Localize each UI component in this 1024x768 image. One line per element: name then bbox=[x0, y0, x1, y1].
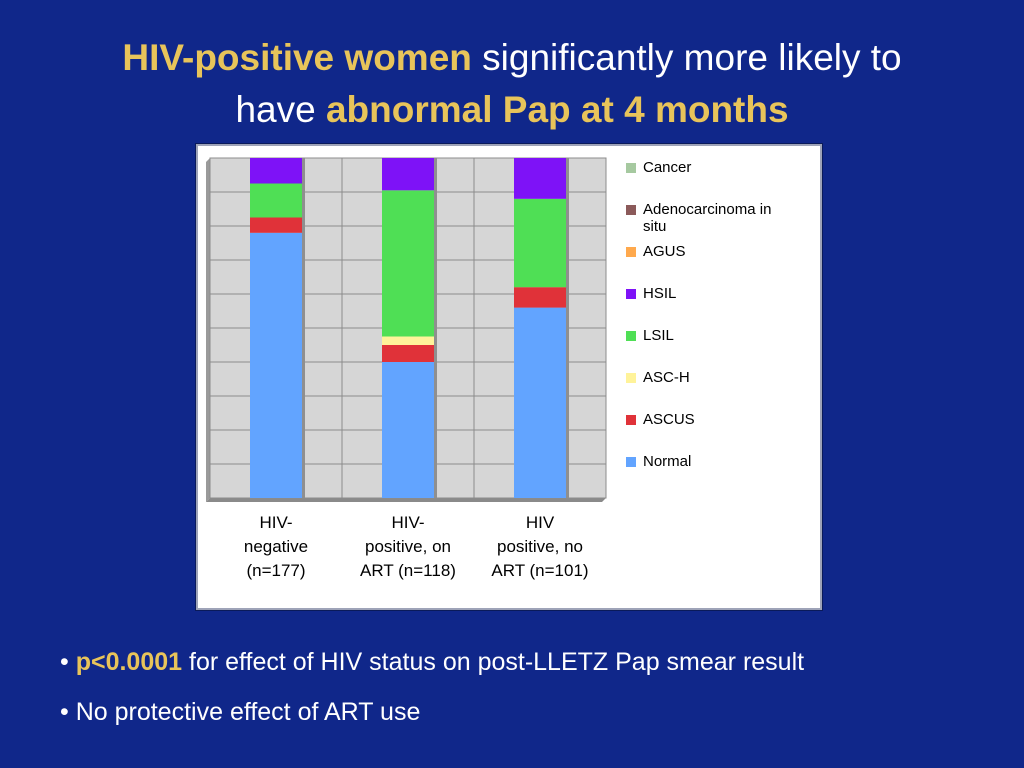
bullet-marker: • bbox=[60, 648, 76, 676]
bar-segment-normal bbox=[382, 362, 434, 498]
bar-segment-hsil bbox=[514, 158, 566, 199]
category-label: positive, on bbox=[365, 537, 451, 556]
bar-shadow bbox=[434, 158, 437, 498]
legend-swatch bbox=[626, 289, 636, 299]
legend-swatch bbox=[626, 373, 636, 383]
bar-shadow bbox=[566, 158, 569, 498]
legend-label: LSIL bbox=[643, 327, 674, 344]
legend-label: Adenocarcinoma in bbox=[643, 201, 771, 218]
bullet-list: • p<0.0001 for effect of HIV status on p… bbox=[60, 637, 804, 737]
title-text-2: have bbox=[235, 89, 326, 130]
legend-label: ASCUS bbox=[643, 411, 695, 428]
bar-segment-normal bbox=[250, 232, 302, 499]
chart-panel: HIV-negative (n=177) HIV-positive, on ART (… bbox=[195, 143, 823, 611]
bullet-marker: • bbox=[60, 698, 76, 726]
bar-segment-lsil bbox=[250, 183, 302, 218]
category-label: ART (n=101) bbox=[491, 561, 588, 580]
legend-label: Normal bbox=[643, 453, 691, 470]
bar-segment-ascus bbox=[382, 345, 434, 362]
category-label: positive, no bbox=[497, 537, 583, 556]
legend-swatch bbox=[626, 415, 636, 425]
bullet-text: for effect of HIV status on post-LLETZ P… bbox=[182, 648, 805, 676]
bar-segment-normal bbox=[514, 307, 566, 498]
bar-segment-lsil bbox=[514, 198, 566, 288]
title-line-2: have abnormal Pap at 4 months bbox=[0, 84, 1024, 136]
category-label: negative bbox=[244, 537, 308, 556]
title-highlight-1: HIV-positive women bbox=[122, 37, 472, 78]
p-value: p<0.0001 bbox=[75, 648, 183, 676]
category-label: (n=177) bbox=[246, 561, 305, 580]
legend-label: Cancer bbox=[643, 159, 691, 176]
legend-label: ASC-H bbox=[643, 369, 690, 386]
category-label: HIV- bbox=[259, 513, 292, 532]
category-label: HIV bbox=[526, 513, 555, 532]
legend-swatch bbox=[626, 205, 636, 215]
plot-floor bbox=[206, 498, 606, 502]
stacked-bar-chart: HIV-negative (n=177) HIV-positive, on ART (… bbox=[206, 157, 771, 580]
category-label: HIV- bbox=[391, 513, 424, 532]
bar-segment-hsil bbox=[250, 158, 302, 184]
bar-segment-lsil bbox=[382, 190, 434, 337]
bullet-text: No protective effect of ART use bbox=[75, 698, 421, 726]
category-label: ART (n=118) bbox=[360, 561, 456, 580]
legend-swatch bbox=[626, 331, 636, 341]
legend-swatch bbox=[626, 247, 636, 257]
bar-segment-hsil bbox=[382, 158, 434, 191]
bar-segment-ascus bbox=[250, 217, 302, 233]
legend-label: HSIL bbox=[643, 285, 676, 302]
legend-swatch bbox=[626, 163, 636, 173]
bar-shadow bbox=[302, 158, 305, 498]
bullet-item-art: • No protective effect of ART use bbox=[60, 687, 804, 737]
legend-label: situ bbox=[643, 218, 666, 235]
slide-title: HIV-positive women significantly more li… bbox=[0, 32, 1024, 136]
title-text-1: significantly more likely to bbox=[471, 37, 902, 78]
legend-swatch bbox=[626, 457, 636, 467]
bar-segment-asc-h bbox=[382, 336, 434, 345]
bar-segment-ascus bbox=[514, 287, 566, 308]
bullet-item-pvalue: • p<0.0001 for effect of HIV status on p… bbox=[60, 637, 804, 687]
title-highlight-2: abnormal Pap at 4 months bbox=[325, 89, 789, 130]
legend-label: AGUS bbox=[643, 243, 686, 260]
plot-side-wall bbox=[206, 158, 210, 502]
title-line-1: HIV-positive women significantly more li… bbox=[0, 32, 1024, 84]
